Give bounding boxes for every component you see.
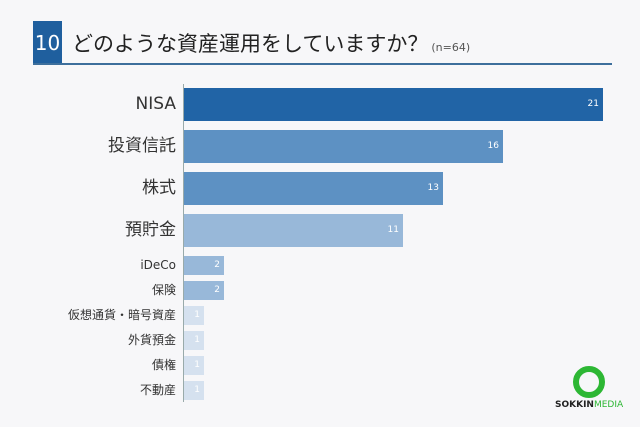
chart-row: 株式 13 [0, 172, 640, 205]
page-title: どのような資産運用をしていますか？ (n=64) [72, 28, 470, 58]
sokkin-media-logo: SOKKINMEDIA [555, 366, 625, 416]
value-label: 16 [487, 141, 499, 151]
chart-row: 預貯金 11 [0, 214, 640, 247]
bar: 1 [184, 356, 204, 375]
bar: 1 [184, 306, 204, 325]
bar: 16 [184, 130, 503, 163]
category-label: NISA [135, 94, 176, 114]
value-label: 13 [427, 183, 439, 193]
bar: 1 [184, 331, 204, 350]
chart-row: 投資信託 16 [0, 130, 640, 163]
bar: 1 [184, 381, 204, 400]
value-label: 1 [194, 335, 200, 345]
question-number-badge: 10 [33, 21, 62, 64]
chart-row: 仮想通貨・暗号資産 1 [0, 306, 640, 325]
logo-ring-icon [573, 366, 605, 398]
value-label: 1 [194, 360, 200, 370]
bar: 2 [184, 281, 224, 300]
value-label: 2 [214, 260, 220, 270]
category-label: 債権 [151, 358, 176, 372]
chart-row: 保険 2 [0, 281, 640, 300]
category-label: 仮想通貨・暗号資産 [67, 308, 176, 322]
value-label: 1 [194, 385, 200, 395]
category-label: 預貯金 [125, 220, 176, 240]
logo-text: SOKKINMEDIA [555, 400, 624, 410]
bar: 21 [184, 88, 603, 121]
category-label: 外貨預金 [127, 333, 176, 347]
sample-size: (n=64) [431, 41, 471, 54]
category-label: 株式 [142, 178, 176, 198]
chart-row: 不動産 1 [0, 381, 640, 400]
chart-row: iDeCo 2 [0, 256, 640, 275]
bar: 13 [184, 172, 443, 205]
value-label: 11 [387, 225, 399, 235]
bar: 2 [184, 256, 224, 275]
value-label: 2 [214, 285, 220, 295]
category-label: iDeCo [140, 258, 176, 272]
value-label: 21 [587, 99, 599, 109]
chart-row: 外貨預金 1 [0, 331, 640, 350]
chart-row: 債権 1 [0, 356, 640, 375]
title-underline [33, 63, 612, 65]
category-label: 不動産 [139, 383, 176, 397]
category-label: 保険 [151, 283, 176, 297]
bar: 11 [184, 214, 403, 247]
category-label: 投資信託 [108, 136, 176, 156]
value-label: 1 [194, 310, 200, 320]
y-axis-line [183, 84, 184, 402]
title-text: どのような資産運用をしていますか？ [72, 32, 429, 56]
chart-row: NISA 21 [0, 88, 640, 121]
